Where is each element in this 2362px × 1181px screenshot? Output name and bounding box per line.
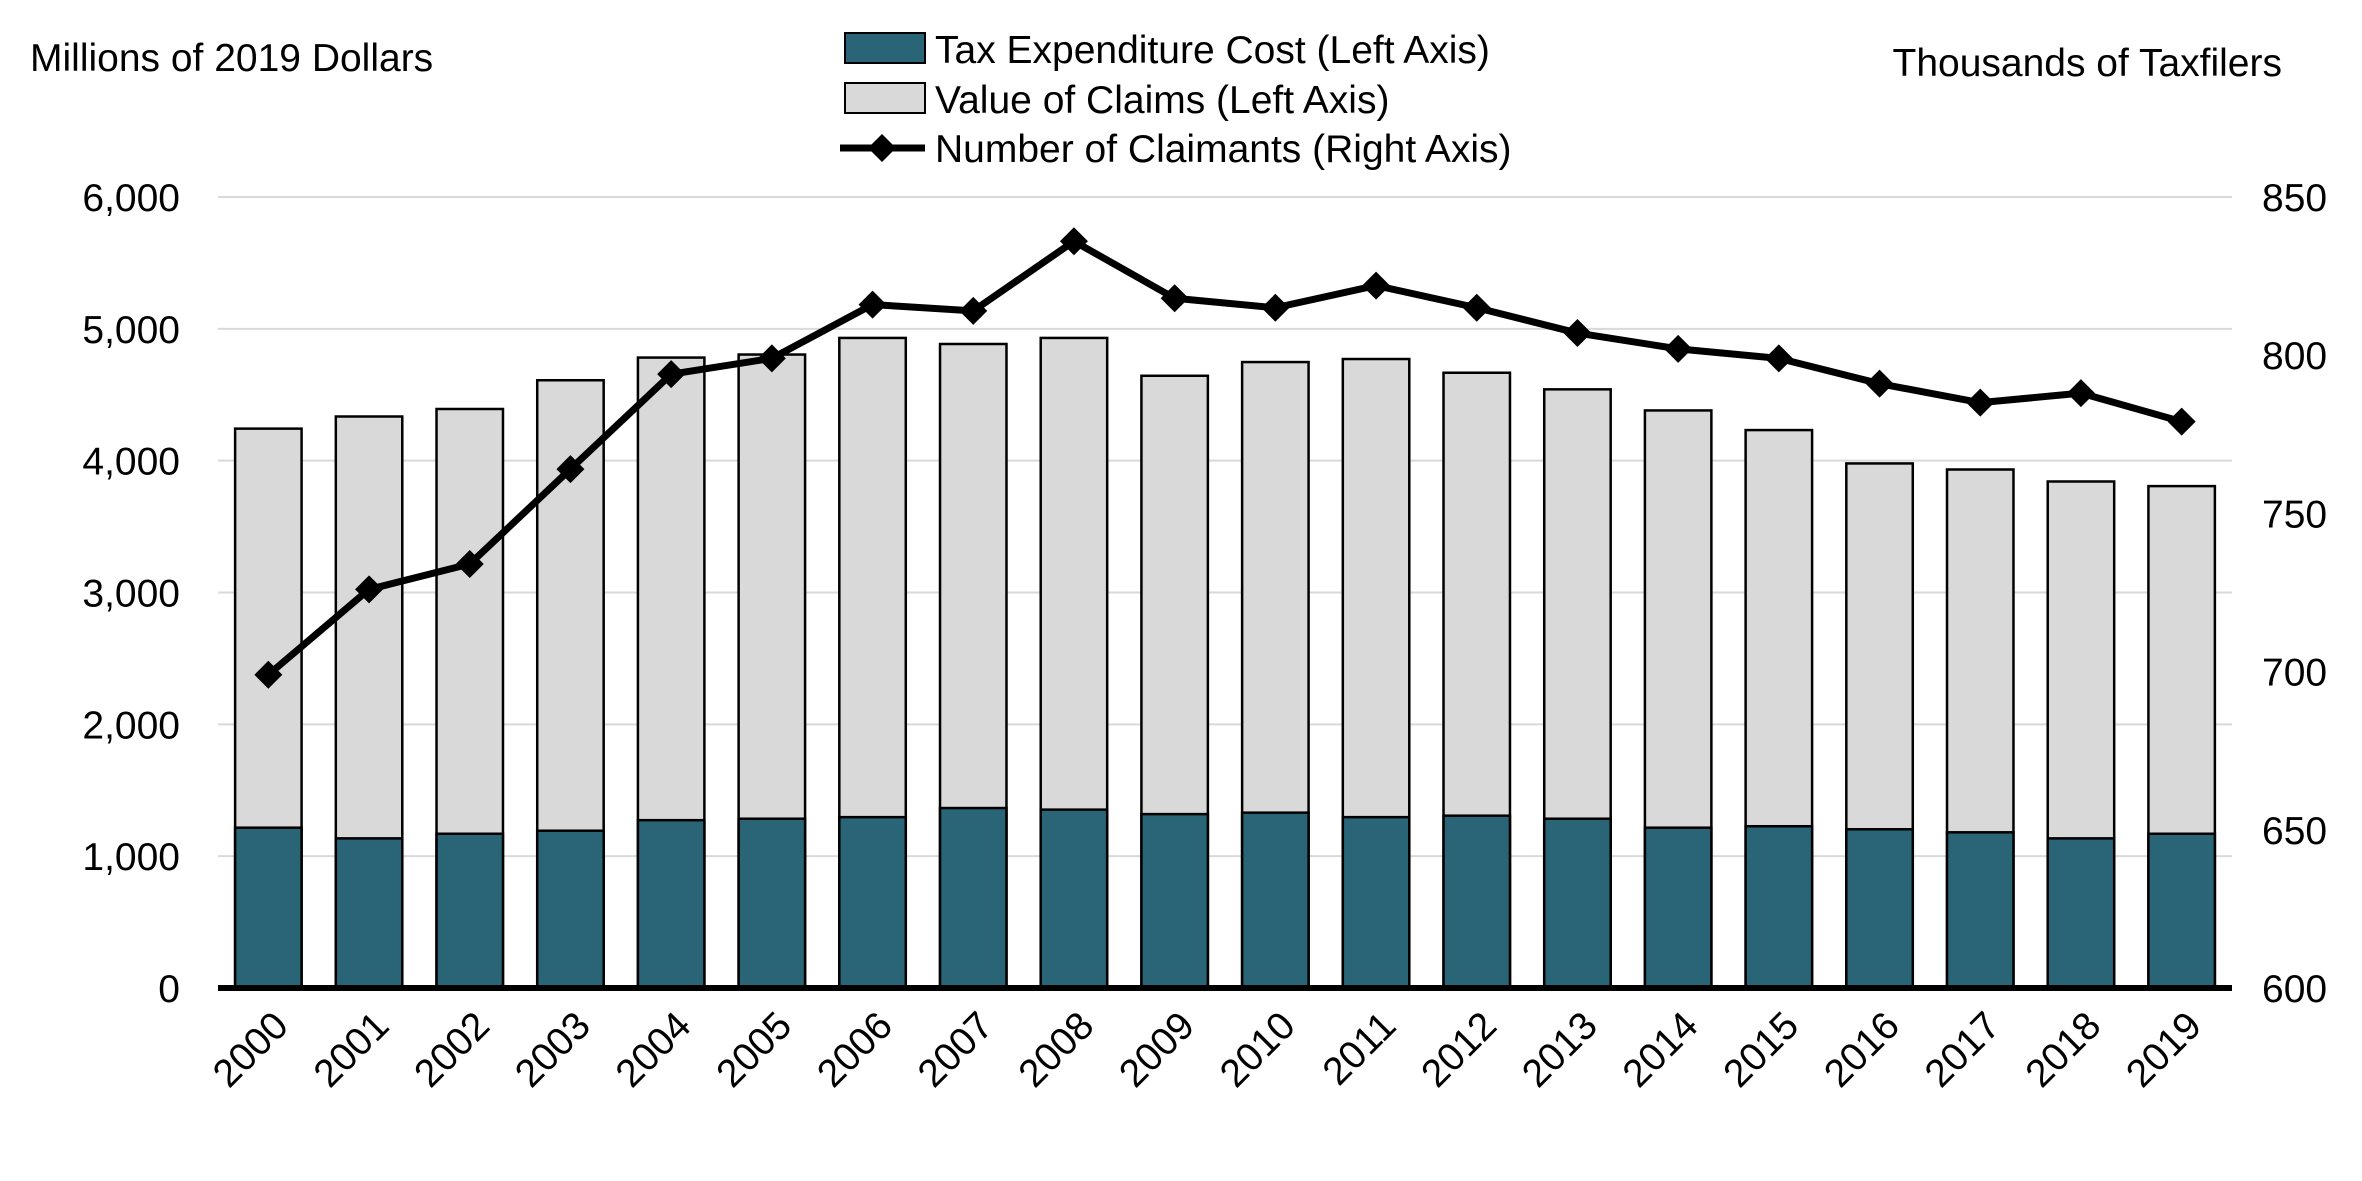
legend-label-tax-cost: Tax Expenditure Cost (Left Axis)	[935, 29, 1490, 72]
legend-marker-claimants	[868, 134, 896, 162]
claimants-marker	[959, 296, 988, 325]
x-axis-ticks: 2000 2001 2002 2003 2004 2005 2006 2007 2008 2009…	[205, 1004, 2210, 1096]
claimants-line	[266, 237, 2183, 678]
x-tick-label: 2006	[809, 1004, 901, 1096]
claimants-marker	[858, 290, 887, 319]
gridlines	[218, 196, 2232, 858]
claimants-marker	[254, 660, 283, 689]
claimants-marker	[455, 550, 484, 579]
x-tick-label: 2017	[1917, 1004, 2009, 1096]
right-tick-label: 850	[2262, 177, 2327, 220]
right-tick-label: 800	[2262, 335, 2327, 378]
bar-tax-expenditure-cost	[2046, 837, 2116, 990]
legend-label-value-claims: Value of Claims (Left Axis)	[935, 79, 1389, 122]
bar-tax-expenditure-cost	[334, 837, 404, 990]
claimants-marker	[757, 344, 786, 373]
left-tick-label: 1,000	[82, 836, 180, 879]
claimants-marker	[1563, 319, 1592, 348]
claimants-marker	[1462, 293, 1491, 322]
bar-tax-expenditure-cost	[1643, 826, 1713, 990]
claimants-marker	[355, 575, 384, 604]
left-tick-label: 5,000	[82, 309, 180, 352]
x-tick-label: 2007	[910, 1004, 1002, 1096]
bar-tax-expenditure-cost	[1039, 808, 1109, 990]
bar-tax-expenditure-cost	[1945, 831, 2015, 990]
bar-tax-expenditure-cost	[636, 818, 706, 990]
claimants-line-series	[254, 227, 2196, 689]
bar-tax-expenditure-cost	[737, 817, 807, 990]
x-tick-label: 2012	[1413, 1004, 1505, 1096]
bar-tax-expenditure-cost	[938, 806, 1008, 990]
bars	[233, 336, 2217, 990]
bar-tax-expenditure-cost	[233, 826, 303, 990]
bar-tax-expenditure-cost	[1341, 815, 1411, 990]
legend-swatch-tax-cost	[844, 32, 926, 64]
x-tick-label: 2009	[1111, 1004, 1203, 1096]
legend-label-claimants: Number of Claimants (Right Axis)	[935, 128, 1512, 171]
right-tick-label: 750	[2262, 493, 2327, 536]
right-tick-label: 650	[2262, 810, 2327, 853]
left-axis-ticks: 0 1,000 2,000 3,000 4,000 5,000 6,000	[82, 177, 180, 1011]
right-axis-ticks: 600 650 700 750 800 850	[2262, 177, 2327, 1011]
x-tick-label: 2005	[708, 1004, 800, 1096]
bar-tax-expenditure-cost	[1845, 828, 1915, 990]
x-tick-label: 2015	[1715, 1004, 1807, 1096]
x-tick-label: 2001	[306, 1004, 398, 1096]
x-tick-label: 2013	[1514, 1004, 1606, 1096]
x-tick-label: 2000	[205, 1004, 297, 1096]
legend-swatch-value-claims	[844, 82, 926, 114]
x-tick-label: 2019	[2118, 1004, 2210, 1096]
claimants-marker	[1160, 284, 1189, 313]
x-tick-label: 2014	[1615, 1004, 1707, 1096]
left-tick-label: 4,000	[82, 441, 180, 484]
bar-tax-expenditure-cost	[1542, 817, 1612, 990]
right-axis-label: Thousands of Taxfilers	[1893, 42, 2283, 85]
x-tick-label: 2018	[2018, 1004, 2110, 1096]
claimants-marker	[1664, 334, 1693, 363]
claimants-marker	[556, 455, 585, 484]
left-tick-label: 0	[158, 968, 180, 1011]
x-tick-label: 2016	[1816, 1004, 1908, 1096]
right-tick-label: 700	[2262, 652, 2327, 695]
claimants-marker	[1865, 369, 1894, 398]
right-tick-label: 600	[2262, 968, 2327, 1011]
bar-tax-expenditure-cost	[1442, 814, 1512, 990]
claimants-marker	[1764, 344, 1793, 373]
claimants-marker	[2066, 379, 2095, 408]
claimants-marker	[657, 360, 686, 389]
claimants-marker	[2167, 407, 2196, 436]
x-tick-label: 2004	[608, 1004, 700, 1096]
legend: Tax Expenditure Cost (Left Axis) Value o…	[840, 29, 1512, 171]
left-tick-label: 3,000	[82, 573, 180, 616]
bar-tax-expenditure-cost	[1240, 811, 1310, 990]
x-tick-label: 2011	[1315, 1004, 1405, 1094]
bar-tax-expenditure-cost	[1744, 824, 1814, 990]
left-tick-label: 2,000	[82, 704, 180, 747]
claimants-marker	[1966, 388, 1995, 417]
left-axis-label: Millions of 2019 Dollars	[30, 37, 433, 80]
bar-tax-expenditure-cost	[435, 832, 505, 990]
bar-tax-expenditure-cost	[1140, 812, 1210, 990]
bar-tax-expenditure-cost	[2147, 832, 2217, 990]
x-tick-label: 2010	[1212, 1004, 1304, 1096]
x-tick-label: 2008	[1011, 1004, 1103, 1096]
claimants-marker	[1261, 293, 1290, 322]
x-tick-label: 2003	[507, 1004, 599, 1096]
claimants-marker	[1362, 271, 1391, 300]
left-tick-label: 6,000	[82, 177, 180, 220]
bar-tax-expenditure-cost	[535, 829, 605, 990]
x-tick-label: 2002	[406, 1004, 498, 1096]
claimants-marker	[1059, 227, 1088, 256]
bar-tax-expenditure-cost	[838, 815, 908, 990]
